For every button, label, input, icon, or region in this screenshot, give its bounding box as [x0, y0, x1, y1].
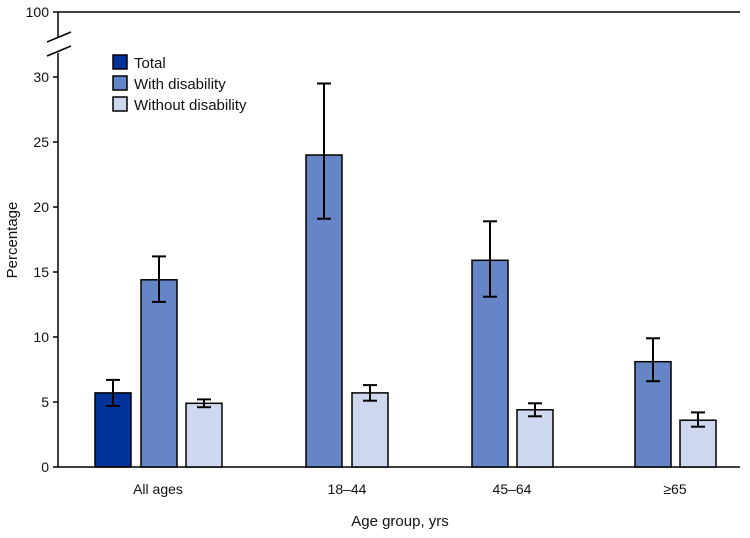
y-tick-label-break: 100 [26, 4, 50, 20]
legend-label: Without disability [134, 97, 247, 114]
y-tick-label: 25 [33, 134, 49, 150]
y-tick-label: 10 [33, 329, 49, 345]
y-tick-label: 20 [33, 199, 49, 215]
bar [516, 409, 554, 468]
bar [185, 402, 223, 468]
legend-label: Total [134, 55, 166, 72]
x-tick-label: 18–44 [328, 481, 367, 497]
y-tick-label: 15 [33, 264, 49, 280]
bar [679, 419, 717, 468]
x-tick-label: 45–64 [493, 481, 532, 497]
axis-break-mark [46, 45, 72, 57]
legend-swatch [112, 75, 128, 91]
y-tick-label: 5 [41, 394, 49, 410]
x-tick-label: ≥65 [663, 481, 686, 497]
legend-swatch [112, 96, 128, 112]
bar [140, 279, 178, 468]
axis-break-mark [46, 31, 72, 43]
y-tick-label: 30 [33, 69, 49, 85]
x-tick-label: All ages [133, 481, 183, 497]
legend-label: With disability [134, 76, 226, 93]
x-axis-label: Age group, yrs [351, 513, 449, 530]
y-tick-label: 0 [41, 459, 49, 475]
legend-swatch [112, 54, 128, 70]
y-axis-label: Percentage [4, 202, 21, 279]
bar [351, 392, 389, 468]
